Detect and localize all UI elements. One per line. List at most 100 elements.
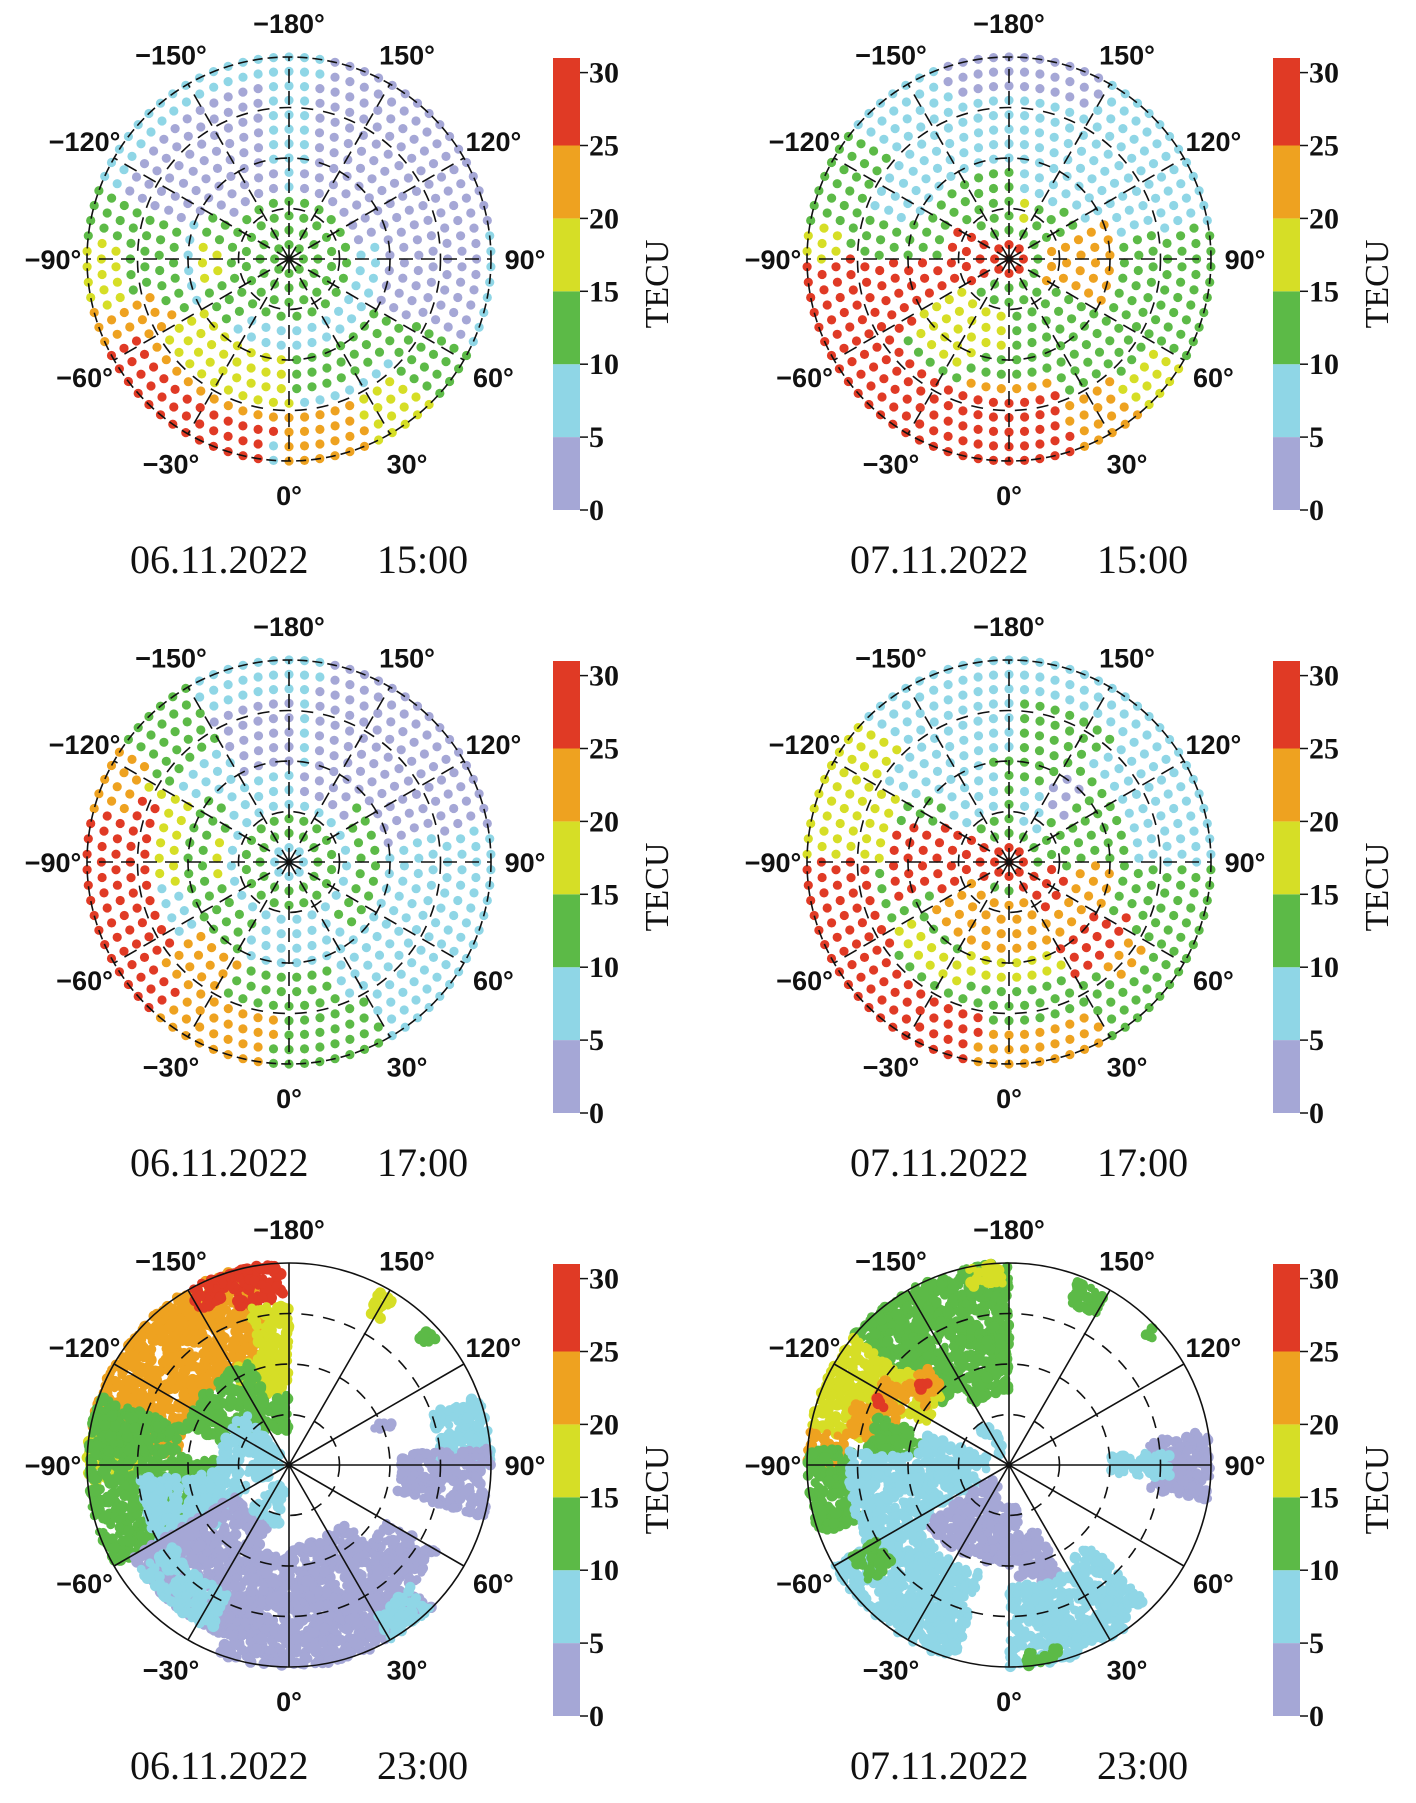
- tec-point: [342, 861, 352, 871]
- tec-point: [916, 931, 926, 942]
- tec-point: [345, 431, 355, 441]
- tec-point: [919, 309, 929, 319]
- tec-point: [257, 1339, 267, 1349]
- tec-point: [468, 171, 478, 181]
- tec-point: [315, 69, 325, 79]
- tec-point: [1173, 292, 1183, 303]
- colorbar-tick-label: 10: [589, 348, 619, 381]
- tec-point: [179, 906, 189, 916]
- tec-point: [860, 849, 870, 859]
- tec-point: [881, 756, 891, 766]
- tec-point: [924, 891, 935, 901]
- tec-point: [183, 939, 193, 949]
- tec-point: [223, 107, 233, 117]
- tec-point: [864, 932, 874, 942]
- tec-point: [973, 716, 983, 726]
- tec-point: [1071, 884, 1081, 894]
- tec-point: [392, 815, 402, 826]
- tec-point: [292, 340, 302, 350]
- tec-point: [918, 242, 928, 252]
- tec-point: [1065, 1004, 1075, 1014]
- tec-point: [330, 406, 340, 416]
- tec-point: [827, 796, 837, 806]
- tec-point: [141, 1393, 150, 1403]
- tec-point: [989, 125, 999, 135]
- tec-point: [411, 322, 422, 332]
- tec-point: [299, 1029, 310, 1039]
- tec-point: [862, 880, 872, 890]
- tec-point: [276, 943, 286, 953]
- tec-point: [848, 223, 858, 233]
- tec-point: [149, 362, 159, 372]
- tec-point: [161, 756, 171, 766]
- tec-point: [944, 294, 954, 305]
- tec-point: [943, 416, 953, 426]
- azimuth-label: −150°: [855, 41, 927, 71]
- tec-point: [221, 314, 231, 324]
- tec-point: [1071, 281, 1081, 291]
- tec-point: [1191, 238, 1201, 249]
- tec-point: [1092, 328, 1102, 339]
- tec-point: [165, 173, 175, 183]
- tec-point: [889, 1005, 899, 1015]
- azimuth-label: −90°: [25, 245, 82, 275]
- tec-point: [269, 213, 279, 223]
- tec-point: [351, 884, 361, 894]
- tec-point: [223, 123, 233, 133]
- tec-point: [269, 154, 279, 164]
- tec-point: [107, 315, 117, 325]
- tec-point: [939, 952, 949, 962]
- tec-point: [915, 89, 925, 99]
- tec-point: [223, 680, 233, 690]
- azimuth-label: −90°: [745, 245, 802, 275]
- tec-point: [164, 205, 174, 215]
- tec-point: [1065, 123, 1075, 133]
- tec-point: [1090, 242, 1100, 252]
- tec-point: [1127, 756, 1137, 766]
- tec-point: [394, 347, 404, 357]
- tec-point: [284, 900, 294, 910]
- tec-point: [862, 277, 872, 287]
- tec-point: [876, 322, 887, 332]
- tec-point: [102, 208, 112, 218]
- tec-point: [165, 776, 175, 786]
- tec-point: [338, 273, 348, 283]
- tec-point: [315, 701, 325, 711]
- tec-point: [454, 364, 464, 374]
- tec-point: [254, 776, 264, 786]
- tec-point: [394, 891, 404, 901]
- tec-point: [1034, 188, 1044, 199]
- tec-point: [1065, 401, 1075, 411]
- tec-point: [1092, 989, 1102, 999]
- tec-point: [424, 329, 434, 339]
- tec-point: [866, 381, 876, 391]
- tec-point: [1114, 764, 1124, 774]
- tec-point: [196, 931, 206, 942]
- tec-point: [1181, 350, 1192, 361]
- azimuth-spoke: [907, 258, 1010, 435]
- tec-point: [1174, 364, 1184, 374]
- tec-point: [216, 200, 226, 210]
- colorbar-segment: [1273, 58, 1300, 146]
- tec-point: [422, 381, 432, 391]
- tec-point: [859, 952, 870, 963]
- tec-point: [973, 439, 983, 449]
- tec-point: [353, 838, 364, 848]
- tec-point: [1079, 701, 1089, 711]
- azimuth-label: −180°: [973, 9, 1045, 39]
- tec-point: [1109, 178, 1120, 188]
- tec-point: [403, 173, 413, 183]
- tec-point: [1063, 138, 1073, 149]
- tec-point: [256, 221, 266, 231]
- azimuth-label: −60°: [776, 966, 833, 996]
- tec-point: [1019, 441, 1030, 451]
- tec-point: [234, 909, 244, 920]
- tec-point: [857, 193, 868, 203]
- tec-point: [315, 687, 325, 697]
- tec-point: [954, 909, 965, 920]
- tec-point: [223, 385, 233, 395]
- tec-point: [268, 198, 278, 208]
- tec-point: [461, 350, 472, 361]
- tec-point: [1106, 997, 1116, 1007]
- tec-point: [276, 958, 286, 968]
